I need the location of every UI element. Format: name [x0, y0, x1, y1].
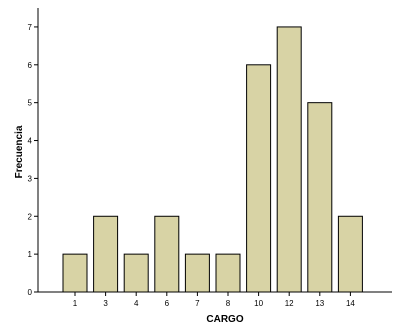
bar-10 [246, 64, 272, 293]
bar-7 [184, 253, 210, 293]
y-ticks-group: 0 1 2 3 4 5 6 7 [28, 23, 38, 297]
y-tick-label: 1 [28, 250, 33, 259]
y-tick-label: 0 [28, 288, 33, 297]
bar-8 [215, 253, 241, 293]
bars-group [62, 26, 363, 293]
y-tick-label: 2 [28, 212, 33, 221]
bar-4 [123, 253, 149, 293]
x-tick-label-7: 7 [195, 299, 200, 308]
x-tick-label-3: 3 [103, 299, 108, 308]
x-tick-label-1: 1 [73, 299, 78, 308]
x-tick-label-14: 14 [346, 299, 355, 308]
x-axis-title: CARGO [206, 314, 243, 325]
y-tick-label: 7 [28, 23, 33, 32]
x-tick-label-6: 6 [165, 299, 170, 308]
bar-12 [276, 26, 302, 293]
y-tick-label: 3 [28, 174, 33, 183]
bar-3 [93, 215, 119, 293]
y-axis-title: Frecuencia [14, 125, 25, 178]
x-tick-label-8: 8 [226, 299, 231, 308]
x-ticks-group: 1 3 4 6 7 8 10 12 13 14 [73, 292, 355, 308]
bar-1 [62, 253, 88, 293]
y-tick-label: 4 [28, 137, 33, 146]
x-tick-label-13: 13 [315, 299, 324, 308]
y-tick-label: 6 [28, 61, 33, 70]
x-tick-label-10: 10 [254, 299, 263, 308]
bar-13 [307, 102, 333, 293]
x-tick-label-4: 4 [134, 299, 139, 308]
bar-6 [154, 215, 180, 293]
axes-group [37, 8, 392, 293]
bar-14 [337, 215, 363, 293]
y-tick-label: 5 [28, 99, 33, 108]
x-tick-label-12: 12 [285, 299, 294, 308]
